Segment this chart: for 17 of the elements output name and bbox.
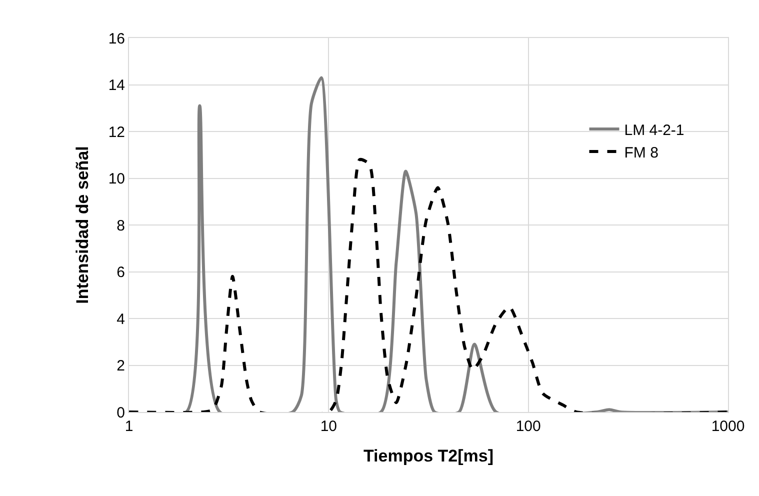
x-tick-label: 1 [124,418,134,435]
x-axis-title: Tiempos T2[ms] [363,446,494,466]
x-tick-label: 100 [516,418,541,435]
y-tick-label: 2 [116,358,125,374]
legend-label: FM 8 [624,144,658,162]
y-tick-label: 12 [108,124,125,141]
y-tick-label: 4 [116,310,125,328]
y-tick-label: 8 [116,217,125,234]
y-tick-label: 14 [108,77,125,94]
y-tick-label: 6 [116,264,125,281]
y-tick-label: 0 [116,404,125,422]
y-tick-label: 10 [108,170,125,188]
y-axis-title: Intensidad de señal [72,146,92,304]
x-tick-label: 10 [320,418,338,435]
legend-label: LM 4-2-1 [624,122,684,139]
x-tick-label: 1000 [711,418,745,435]
y-tick-label: 16 [108,30,125,48]
